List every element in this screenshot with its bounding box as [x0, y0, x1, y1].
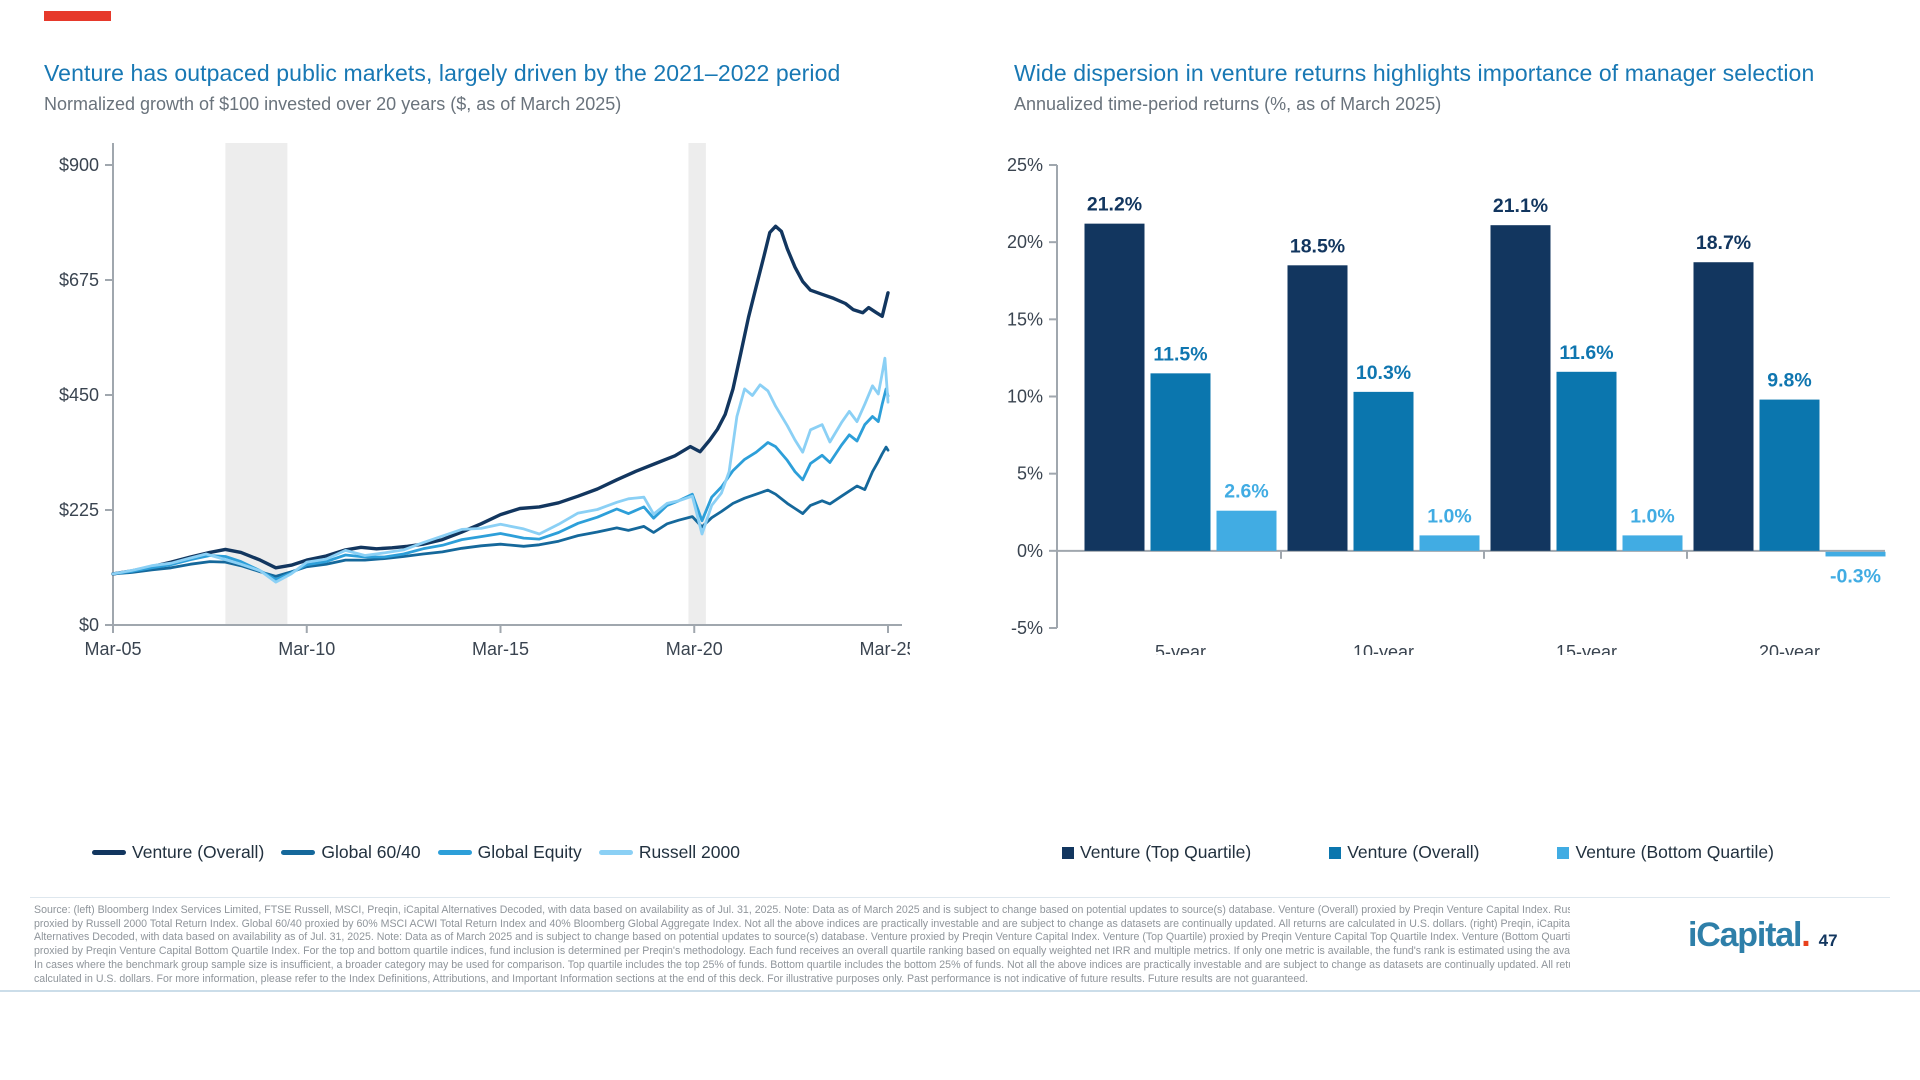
axis-label: 20-year: [1759, 642, 1820, 655]
line-chart-legend: Venture (Overall) Global 60/40 Global Eq…: [92, 842, 740, 863]
footer-line-5: In cases where the benchmark group sampl…: [34, 958, 1570, 971]
legend-item-venture-top-quartile: Venture (Top Quartile): [1062, 842, 1251, 863]
axis-label: 5-year: [1155, 642, 1206, 655]
legend-item-venture-overall: Venture (Overall): [92, 842, 264, 863]
right-chart-title: Wide dispersion in venture returns highl…: [1014, 60, 1815, 86]
legend-item-global-6040: Global 60/40: [281, 842, 421, 863]
axis-label: 20%: [1007, 232, 1043, 252]
axis-label: 21.2%: [1087, 194, 1142, 216]
axis-label: $900: [59, 155, 99, 175]
growth-line-chart: $900 $675 $450 $225 $0 Mar-05 Mar-10 Mar-15 Mar-…: [59, 143, 910, 655]
icapital-wordmark: iCapital: [1688, 916, 1802, 954]
bar: [1622, 535, 1683, 551]
legend-label: Venture (Top Quartile): [1080, 842, 1252, 862]
axis-label: 11.6%: [1559, 342, 1613, 364]
axis-label: Mar-25: [859, 639, 910, 655]
legend-item-venture-overall-bar: Venture (Overall): [1329, 842, 1479, 863]
recession-band: [688, 143, 706, 625]
bar-chart-legend: Venture (Top Quartile) Venture (Overall)…: [1062, 842, 1774, 863]
footer-line-1: Source: (left) Bloomberg Index Services …: [34, 904, 1570, 916]
global-equity-line-swatch: [437, 850, 472, 855]
footer-line-3: Alternatives Decoded, with data based on…: [34, 931, 1570, 944]
page-number: 47: [1818, 931, 1838, 950]
axis-label: 10.3%: [1356, 362, 1411, 384]
line-series: [111, 387, 890, 581]
left-chart-title: Venture has outpaced public markets, lar…: [44, 60, 841, 86]
recession-band: [225, 143, 288, 625]
legend-label: Global 60/40: [321, 842, 421, 862]
returns-bar-chart: 25% 20% 15% 10% 5% 0% -5% 5-year 21.2% 11.5% 2.6% 1…: [1007, 155, 1886, 655]
line-series: [111, 224, 890, 576]
axis-label: $675: [59, 270, 99, 290]
axis-label: $450: [59, 385, 99, 405]
axis-label: 10-year: [1353, 642, 1414, 655]
russell-2000-line-swatch: [598, 850, 633, 855]
bar: [1556, 371, 1617, 551]
axis-label: 5%: [1017, 464, 1043, 484]
axis-label: 18.5%: [1290, 235, 1345, 257]
legend-label: Venture (Bottom Quartile): [1575, 842, 1774, 862]
bar: [1287, 265, 1348, 551]
brand-accent-bar: [44, 11, 111, 21]
left-chart-subtitle: Normalized growth of $100 invested over …: [44, 94, 622, 114]
legend-item-global-equity: Global Equity: [437, 842, 582, 863]
axis-label: 25%: [1007, 155, 1043, 175]
venture-overall-swatch: [1329, 846, 1342, 859]
axis-label: $225: [59, 500, 99, 520]
line-series: [111, 356, 890, 584]
venture-overall-line-swatch: [92, 850, 126, 855]
axis-label: -5%: [1011, 618, 1043, 638]
axis-label: Mar-15: [472, 639, 529, 655]
axis-label: 1.0%: [1630, 505, 1674, 527]
legend-label: Venture (Overall): [132, 842, 265, 862]
icapital-logo: iCapital. 47: [1688, 916, 1838, 955]
bar: [1825, 551, 1886, 557]
axis-label: 21.1%: [1493, 195, 1548, 217]
bar: [1084, 223, 1145, 551]
bar: [1693, 262, 1754, 551]
axis-label: 15%: [1007, 309, 1043, 329]
axis-label: 10%: [1007, 386, 1043, 406]
footer-line-4: proxied by Preqin Venture Capital Bottom…: [34, 945, 1570, 958]
bar: [1490, 225, 1551, 551]
bar: [1353, 391, 1414, 551]
axis-label: 1.0%: [1427, 505, 1471, 527]
axis-label: 2.6%: [1224, 481, 1268, 503]
axis-label: 9.8%: [1767, 370, 1811, 392]
venture-top-quartile-swatch: [1062, 846, 1074, 859]
axis-label: $0: [79, 615, 99, 635]
legend-label: Global Equity: [477, 842, 582, 862]
axis-label: 18.7%: [1696, 232, 1751, 254]
footer-top-divider: [30, 897, 1890, 898]
line-series: [111, 445, 890, 578]
venture-bottom-quartile-swatch: [1557, 846, 1570, 859]
axis-label: 11.5%: [1153, 343, 1207, 365]
bar: [1150, 373, 1211, 551]
axis-label: Mar-05: [84, 639, 141, 655]
axis-label: 0%: [1017, 541, 1043, 561]
footer-bottom-divider: [0, 990, 1920, 992]
legend-label: Russell 2000: [638, 842, 740, 862]
axis-label: -0.3%: [1830, 565, 1881, 587]
footer-line-2: proxied by Russell 2000 Total Return Ind…: [34, 917, 1570, 930]
source-disclosure-text: Source: (left) Bloomberg Index Services …: [34, 904, 1570, 986]
footer-line-6: calculated in U.S. dollars. For more inf…: [34, 972, 1309, 985]
bar: [1419, 535, 1480, 551]
axis-label: Mar-10: [278, 639, 335, 655]
right-chart-subtitle: Annualized time-period returns (%, as of…: [1014, 94, 1442, 114]
legend-item-venture-bottom-quartile: Venture (Bottom Quartile): [1557, 842, 1774, 863]
bar: [1216, 510, 1277, 551]
icapital-logo-dot: .: [1801, 916, 1811, 954]
global-6040-line-swatch: [281, 850, 316, 855]
bar: [1759, 399, 1820, 551]
axis-label: 15-year: [1556, 642, 1617, 655]
legend-item-russell-2000: Russell 2000: [598, 842, 740, 863]
legend-label: Venture (Overall): [1347, 842, 1480, 862]
axis-label: Mar-20: [666, 639, 723, 655]
